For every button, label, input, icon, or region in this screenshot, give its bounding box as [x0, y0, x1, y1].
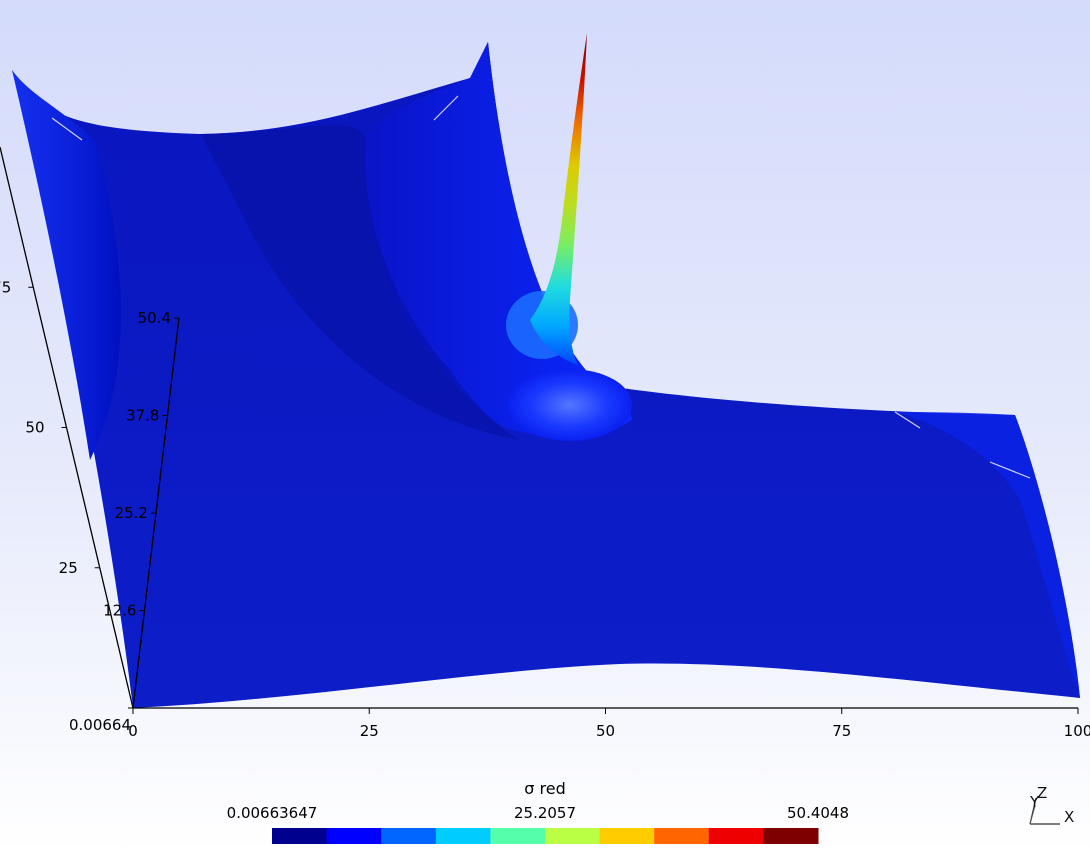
colorbar-max-label: 50.4048	[787, 804, 849, 822]
spike-base-glow	[508, 369, 632, 441]
surface-right-edge	[895, 412, 1080, 698]
z-tick-label: 37.8	[126, 407, 159, 425]
x-tick-label: 25	[360, 722, 379, 740]
y-tick-label: 50	[25, 419, 44, 437]
colorbar-swatch	[654, 828, 710, 844]
y-tick-label: 75	[0, 278, 11, 296]
z-axis-ticks: 0.00664 12.6 25.2 37.8 50.4	[69, 309, 179, 734]
surface-left-ridge	[12, 70, 121, 460]
surface-trough	[200, 125, 520, 440]
y-tick-label: 25	[59, 559, 78, 577]
colorbar: σ red 0.00663647 25.2057 50.4048	[227, 779, 849, 844]
colorbar-swatch	[763, 828, 819, 844]
z-tick-label: 0.00664	[69, 716, 131, 734]
colorbar-swatch	[490, 828, 546, 844]
x-tick-label: 50	[596, 722, 615, 740]
x-tick-label: 100	[1064, 722, 1090, 740]
colorbar-swatch	[708, 828, 764, 844]
colorbar-title: σ red	[524, 779, 565, 798]
triad-y-label: Y	[1029, 793, 1040, 811]
x-axis-ticks: 0 25 50 75 100	[128, 708, 1090, 740]
colorbar-min-label: 0.00663647	[227, 804, 318, 822]
colorbar-swatch	[599, 828, 655, 844]
y-axis-ticks: 25 50 75	[0, 278, 100, 577]
colorbar-swatch	[272, 828, 328, 844]
x-tick-label: 0	[128, 722, 138, 740]
colorbar-swatch	[435, 828, 491, 844]
colorbar-swatch	[381, 828, 437, 844]
colorbar-mid-label: 25.2057	[514, 804, 576, 822]
colorbar-swatch	[326, 828, 382, 844]
z-tick-label: 25.2	[115, 504, 148, 522]
surface-inner-ridge	[364, 42, 632, 437]
z-axis-line	[132, 317, 180, 709]
triad-x-label: X	[1064, 808, 1074, 826]
colorbar-swatch	[545, 828, 601, 844]
colorbar-swatches	[272, 828, 819, 844]
x-tick-label: 75	[832, 722, 851, 740]
stress-spike	[530, 33, 587, 365]
z-tick-label: 50.4	[138, 309, 171, 327]
surface-highlights	[51, 95, 1031, 479]
orientation-triad: Z Y X	[1029, 784, 1074, 826]
triad-z-label: Z	[1037, 784, 1047, 802]
z-tick-label: 12.6	[103, 602, 136, 620]
